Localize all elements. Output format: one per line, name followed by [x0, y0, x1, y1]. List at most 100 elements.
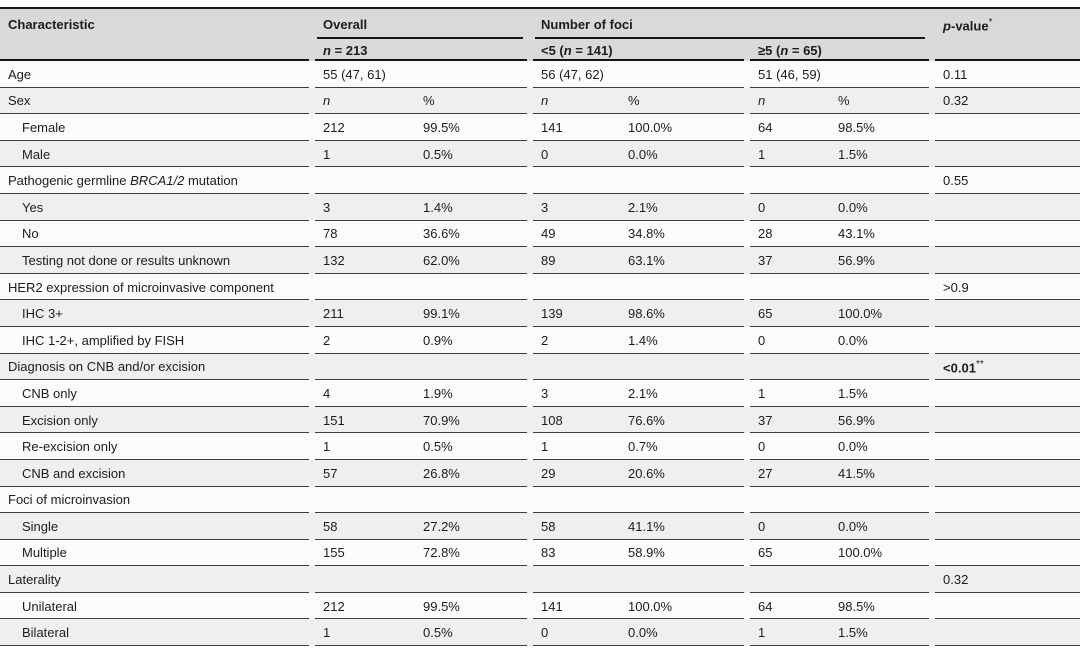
value-cell: 2.1%: [620, 194, 750, 221]
p-value-cell: [935, 513, 1080, 540]
value-cell: [620, 566, 750, 593]
value-cell: 1: [750, 380, 830, 407]
text-part: = 141): [571, 42, 613, 58]
value-cell: 56.9%: [830, 247, 935, 274]
value-cell: [620, 167, 750, 194]
value-cell: 0.0%: [620, 619, 750, 646]
p-value-cell: 0.32: [935, 88, 1080, 115]
value-cell: [830, 487, 935, 514]
value-cell: 0.0%: [830, 433, 935, 460]
value-cell: 1.5%: [830, 380, 935, 407]
value-cell: 0.5%: [415, 619, 533, 646]
value-cell: 37: [750, 407, 830, 434]
value-cell: 99.1%: [415, 300, 533, 327]
value-cell: 3: [533, 194, 620, 221]
row-label: Yes: [0, 194, 315, 221]
table-row: Laterality 0.32: [0, 566, 1080, 593]
row-label: Female: [0, 114, 315, 141]
text-part: *: [988, 17, 993, 28]
value-cell: 41.5%: [830, 460, 935, 487]
value-cell: [315, 274, 415, 301]
table-row: No 78 36.6% 49 34.8% 28 43.1%: [0, 220, 1080, 248]
header-row-subgroups: n = 213 <5 (n = 141) ≥5 (n = 65): [0, 39, 1080, 61]
p-value-cell: [935, 593, 1080, 620]
value-cell: %: [620, 88, 750, 115]
row-label: CNB only: [0, 380, 315, 407]
table-row: Female 212 99.5% 141 100.0% 64 98.5%: [0, 114, 1080, 141]
value-cell: 65: [750, 300, 830, 327]
value-cell: 64: [750, 114, 830, 141]
value-cell: 0: [750, 433, 830, 460]
p-value-cell: [935, 327, 1080, 354]
text-part: n: [780, 42, 789, 58]
value-cell: 83: [533, 540, 620, 567]
table-row: Single 58 27.2% 58 41.1% 0 0.0%: [0, 513, 1080, 540]
row-label: Male: [0, 141, 315, 168]
value-cell: 43.1%: [830, 221, 935, 248]
p-value-cell: [935, 433, 1080, 460]
value-cell: [315, 566, 415, 593]
value-cell: [620, 354, 750, 381]
table-row: Male 1 0.5% 0 0.0% 1 1.5%: [0, 140, 1080, 168]
value-cell: 51 (46, 59): [750, 61, 830, 88]
value-cell: 0.0%: [830, 194, 935, 221]
value-cell: 27: [750, 460, 830, 487]
value-cell: [750, 274, 830, 301]
value-cell: 70.9%: [415, 407, 533, 434]
value-cell: 139: [533, 300, 620, 327]
value-cell: 0.5%: [415, 141, 533, 168]
row-label: IHC 1-2+, amplified by FISH: [0, 327, 315, 354]
text-part: mutation: [184, 173, 238, 189]
value-cell: 141: [533, 114, 620, 141]
row-label: Multiple: [0, 540, 315, 567]
value-cell: [750, 487, 830, 514]
value-cell: [315, 354, 415, 381]
p-value-cell: 0.11: [935, 61, 1080, 88]
value-cell: 3: [533, 380, 620, 407]
value-cell: 27.2%: [415, 513, 533, 540]
value-cell: %: [415, 88, 533, 115]
value-cell: 212: [315, 114, 415, 141]
value-cell: [830, 354, 935, 381]
value-cell: [830, 167, 935, 194]
p-value-cell: <0.01**: [935, 354, 1080, 381]
value-cell: n: [750, 88, 830, 115]
value-cell: [415, 167, 533, 194]
text-part: -value: [951, 18, 989, 34]
value-cell: 41.1%: [620, 513, 750, 540]
characteristics-table: Characteristic Overall Number of foci p-…: [0, 7, 1080, 647]
column-subheader-overall-n: n = 213: [315, 39, 533, 61]
value-cell: 65: [750, 540, 830, 567]
value-cell: [830, 274, 935, 301]
value-cell: 155: [315, 540, 415, 567]
value-cell: 98.5%: [830, 114, 935, 141]
value-cell: 28: [750, 221, 830, 248]
value-cell: 57: [315, 460, 415, 487]
table-row: HER2 expression of microinvasive compone…: [0, 273, 1080, 301]
table-row: CNB and excision 57 26.8% 29 20.6% 27 41.5%: [0, 459, 1080, 487]
table-header: Characteristic Overall Number of foci p-…: [0, 9, 1080, 61]
value-cell: 58.9%: [620, 540, 750, 567]
value-cell: 26.8%: [415, 460, 533, 487]
header-row-groups: Characteristic Overall Number of foci p-…: [0, 9, 1080, 61]
value-cell: 2.1%: [620, 380, 750, 407]
text-part: = 213: [330, 42, 368, 58]
value-cell: 29: [533, 460, 620, 487]
row-label: Sex: [0, 88, 315, 115]
table-row: Foci of microinvasion: [0, 486, 1080, 514]
value-cell: 99.5%: [415, 114, 533, 141]
value-cell: [620, 274, 750, 301]
value-cell: 98.5%: [830, 593, 935, 620]
text-part: n: [323, 42, 331, 58]
value-cell: 63.1%: [620, 247, 750, 274]
value-cell: 2: [533, 327, 620, 354]
value-cell: [620, 487, 750, 514]
value-cell: 72.8%: [415, 540, 533, 567]
value-cell: 0.7%: [620, 433, 750, 460]
value-cell: [750, 566, 830, 593]
value-cell: 56 (47, 62): [533, 61, 620, 88]
table-body: Age 55 (47, 61) 56 (47, 62) 51 (46, 59) 0.11…: [0, 61, 1080, 647]
value-cell: 1.4%: [620, 327, 750, 354]
value-cell: 0.5%: [415, 433, 533, 460]
row-label: Testing not done or results unknown: [0, 247, 315, 274]
